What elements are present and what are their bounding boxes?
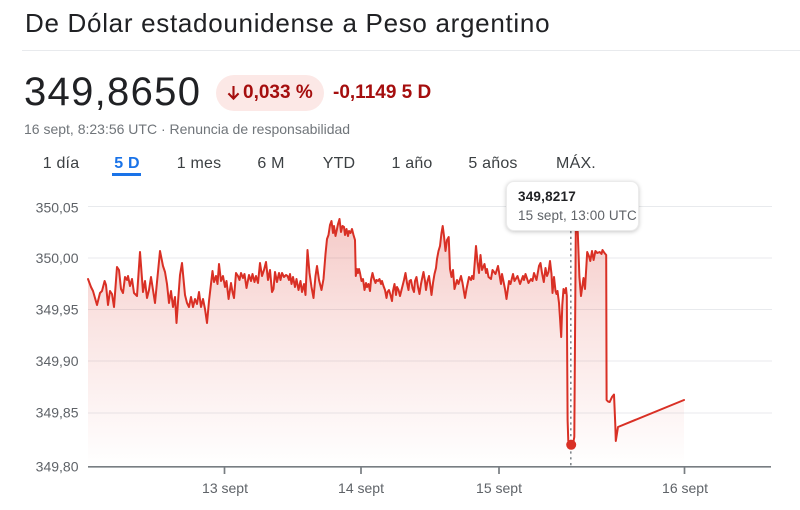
svg-text:15 sept: 15 sept [476,480,522,496]
svg-text:349,85: 349,85 [36,405,79,421]
svg-text:350,05: 350,05 [36,200,79,216]
svg-text:349,80: 349,80 [36,459,79,475]
svg-text:14 sept: 14 sept [338,480,384,496]
svg-text:350,00: 350,00 [36,250,79,266]
svg-text:349,95: 349,95 [36,302,79,318]
svg-text:13 sept: 13 sept [202,480,248,496]
svg-text:16 sept: 16 sept [662,480,708,496]
svg-text:349,90: 349,90 [36,353,79,369]
